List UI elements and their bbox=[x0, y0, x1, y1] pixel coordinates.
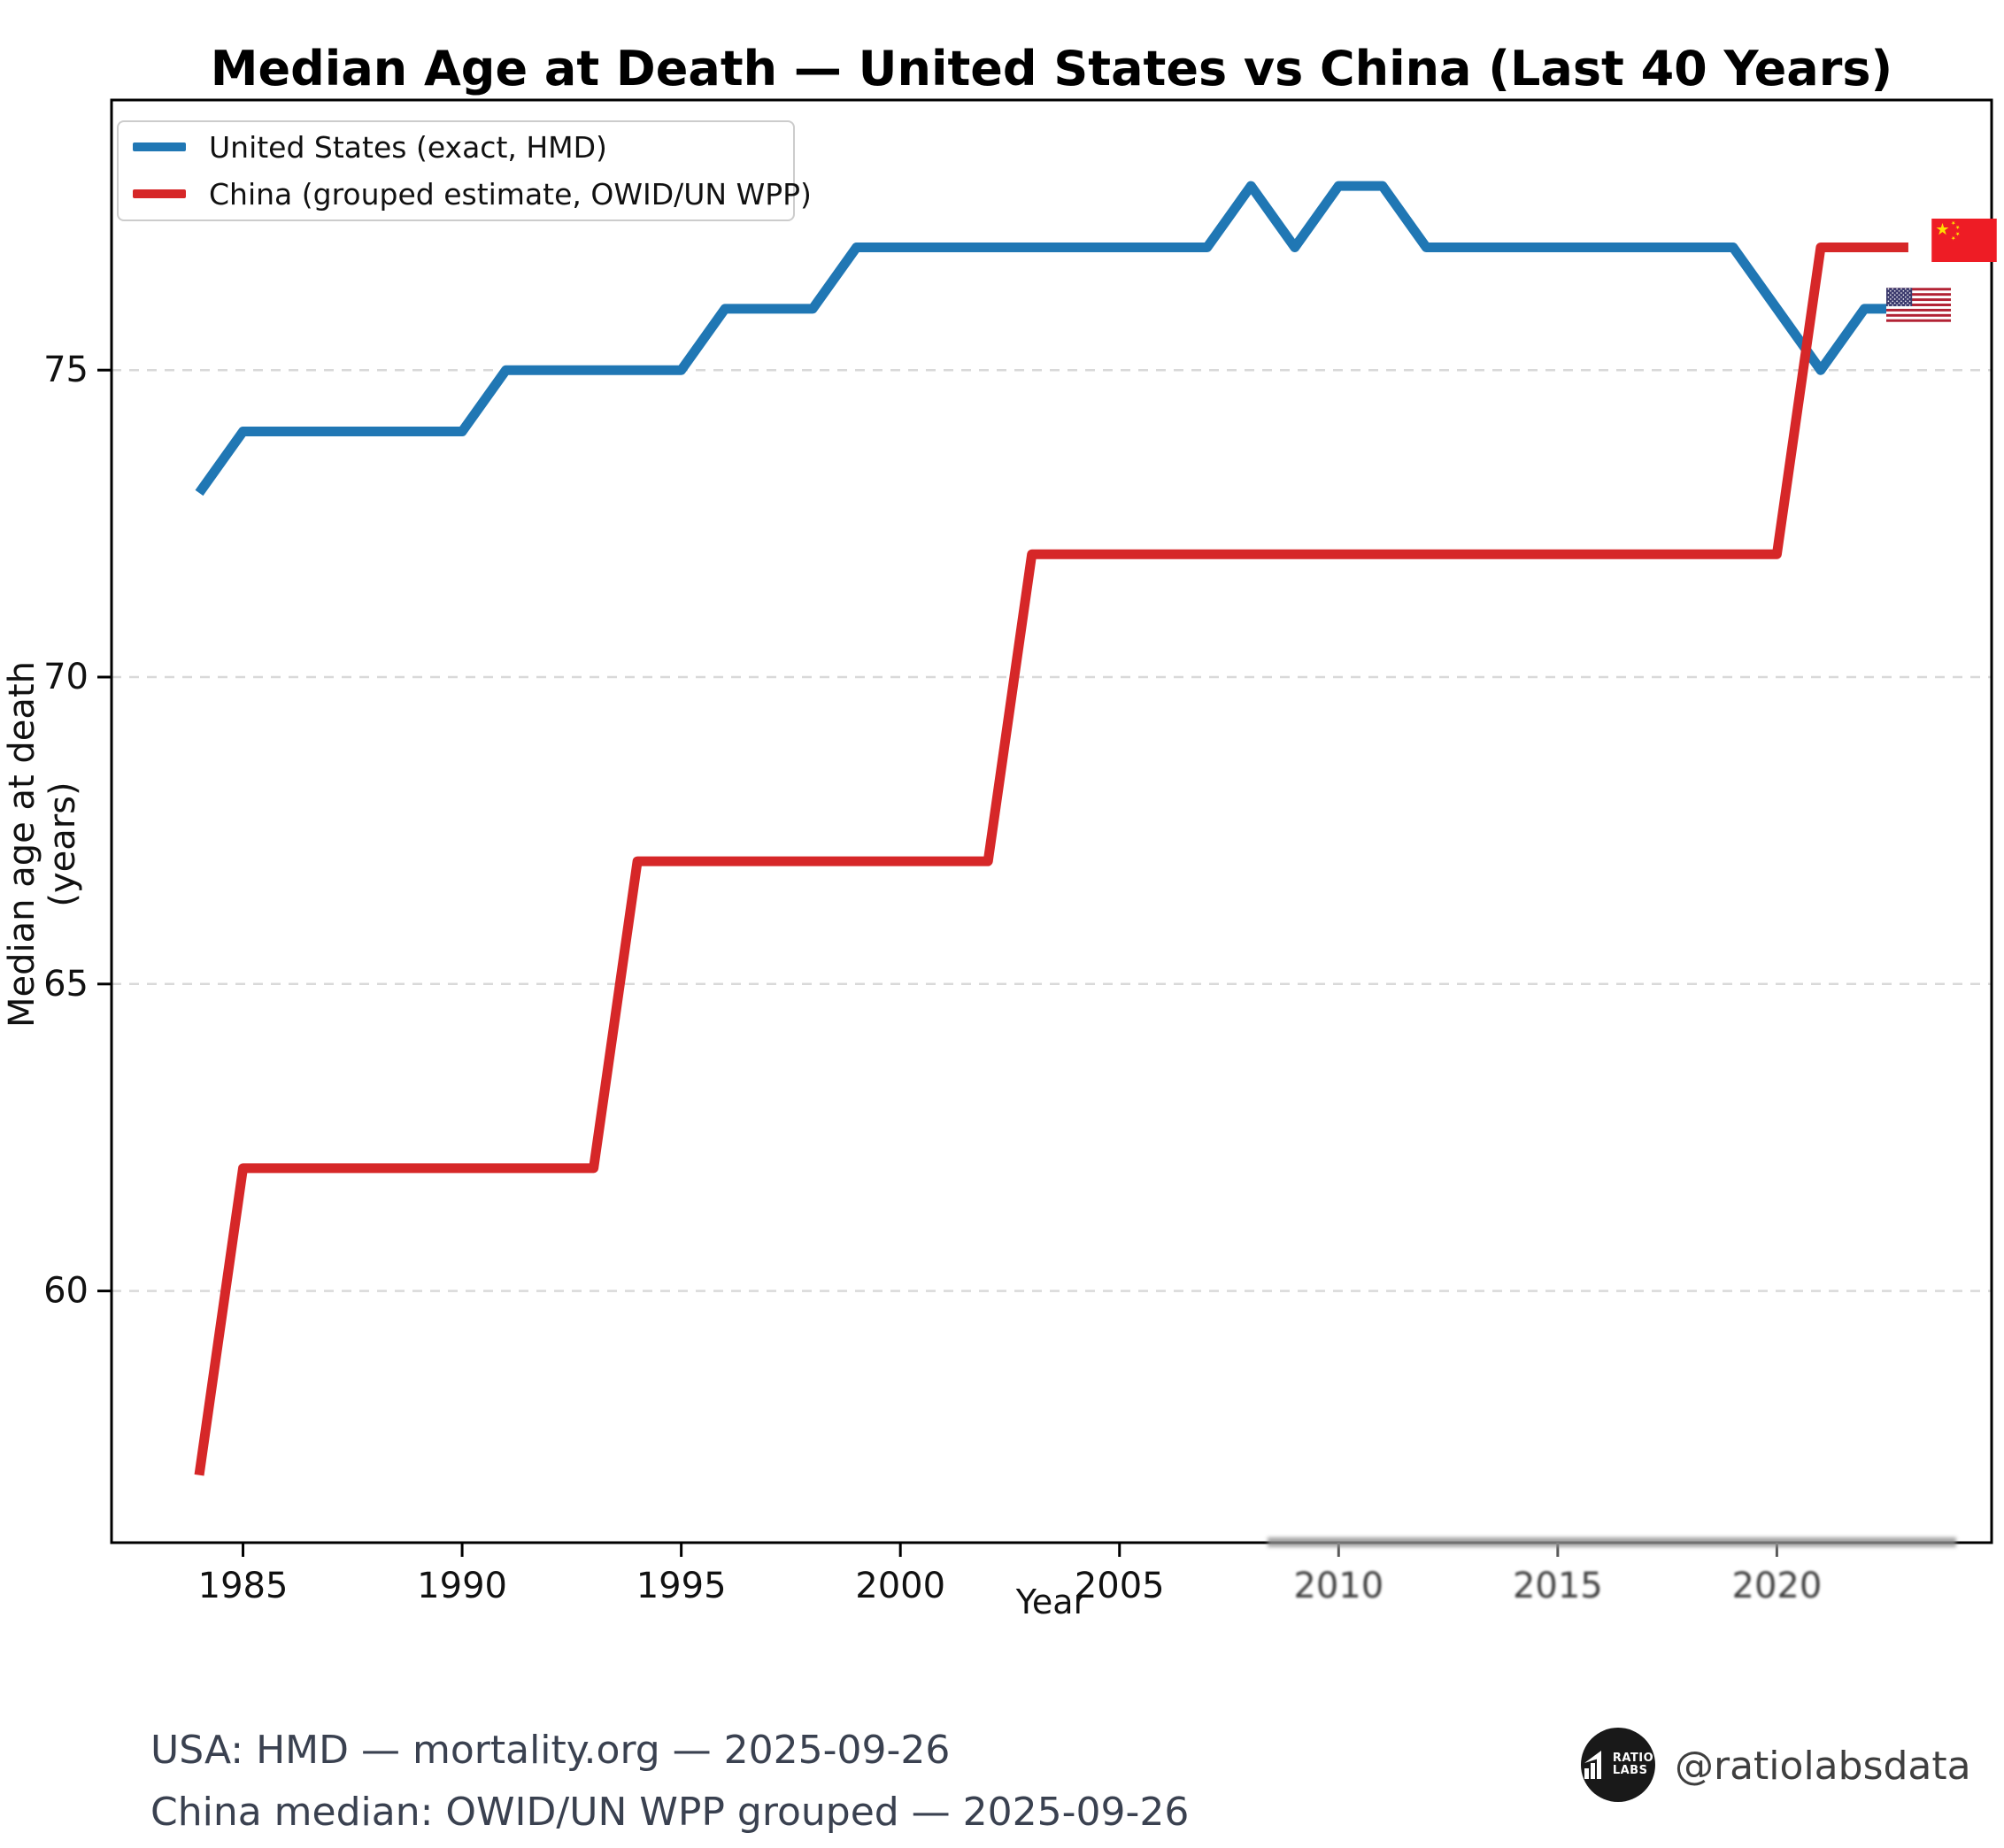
legend-label-us: United States (exact, HMD) bbox=[209, 129, 607, 165]
x-tick-label-2020: 2020 bbox=[1732, 1566, 1823, 1606]
y-tick-label-70: 70 bbox=[43, 657, 89, 697]
us-line-swatch bbox=[133, 142, 186, 151]
logo-text-ratio: RATIO bbox=[1612, 1752, 1654, 1765]
y-tick-label-65: 65 bbox=[43, 964, 89, 1005]
y-axis-label: Median age at death (years) bbox=[2, 661, 83, 1028]
source-line-china: China median: OWID/UN WPP grouped — 2025… bbox=[150, 1790, 1190, 1835]
bar-chart-icon bbox=[1584, 1751, 1601, 1779]
x-tick-label-1995: 1995 bbox=[636, 1566, 727, 1606]
x-tick-label-1985: 1985 bbox=[198, 1566, 289, 1606]
source-line-usa: USA: HMD — mortality.org — 2025-09-26 bbox=[150, 1728, 951, 1773]
y-tick-label-60: 60 bbox=[43, 1271, 89, 1312]
us-line bbox=[195, 181, 1908, 497]
logo-text-labs: LABS bbox=[1612, 1764, 1648, 1777]
china-flag-icon bbox=[1931, 219, 1997, 262]
plot-frame bbox=[110, 98, 1993, 1544]
x-tick-label-2000: 2000 bbox=[855, 1566, 945, 1606]
legend-item-china: China (grouped estimate, OWID/UN WPP) bbox=[133, 172, 812, 216]
legend-label-china: China (grouped estimate, OWID/UN WPP) bbox=[209, 176, 812, 212]
social-handle: @ratiolabsdata bbox=[1675, 1744, 1971, 1789]
axis-gray-band bbox=[1268, 1537, 1956, 1547]
x-tick-label-2015: 2015 bbox=[1513, 1566, 1603, 1606]
y-tick-label-75: 75 bbox=[43, 350, 89, 390]
china-line-swatch bbox=[133, 189, 186, 198]
ratio-labs-logo: RATIO LABS bbox=[1581, 1728, 1655, 1802]
x-tick-label-1990: 1990 bbox=[417, 1566, 507, 1606]
legend: United States (exact, HMD) China (groupe… bbox=[117, 120, 812, 221]
us-flag-icon bbox=[1886, 288, 1951, 322]
page-title: Median Age at Death — United States vs C… bbox=[210, 41, 1893, 96]
x-tick-label-2005: 2005 bbox=[1075, 1566, 1165, 1606]
x-axis-label: Year bbox=[1015, 1582, 1088, 1621]
x-tick-label-2010: 2010 bbox=[1293, 1566, 1384, 1606]
legend-item-us: United States (exact, HMD) bbox=[133, 125, 793, 169]
china-line bbox=[194, 242, 1908, 1476]
